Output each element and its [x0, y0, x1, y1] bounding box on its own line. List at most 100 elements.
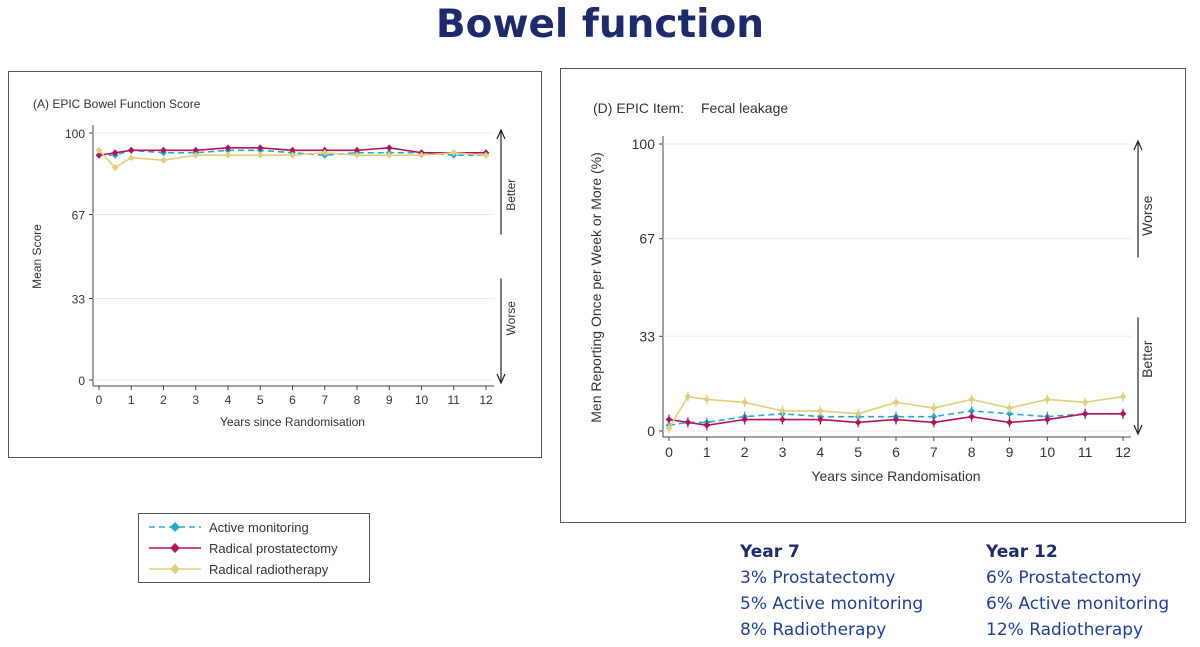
x-tick-label: 3 — [779, 444, 787, 460]
data-point — [892, 416, 900, 423]
chart-legend: Active monitoring Radical prostatectomy … — [138, 513, 370, 583]
x-tick-label: 6 — [289, 393, 296, 407]
data-point — [703, 421, 711, 429]
summary-heading: Year 7 — [740, 542, 800, 562]
y-tick-label: 67 — [72, 209, 86, 223]
data-point — [968, 407, 976, 415]
x-tick-label: 1 — [703, 444, 711, 460]
slide-title: Bowel function — [435, 2, 765, 47]
annotation-up: Better — [504, 179, 518, 211]
x-tick-label: 0 — [665, 444, 673, 460]
x-tick-label: 2 — [741, 444, 749, 460]
data-point — [127, 146, 135, 154]
data-point — [353, 151, 361, 159]
y-tick-label: 100 — [632, 136, 656, 152]
data-point — [1081, 398, 1089, 406]
data-point — [111, 149, 119, 157]
chart-panel-d: (D) EPIC Item: Fecal leakage 0 33 67 100 0 1 2 3 4… — [560, 68, 1186, 523]
data-point — [1006, 418, 1013, 426]
series-line-active-monitoring — [668, 410, 1123, 427]
x-tick-label: 11 — [448, 393, 461, 407]
data-point — [665, 424, 673, 432]
chart-title: (D) EPIC Item: — [593, 100, 684, 116]
data-point — [1119, 393, 1127, 400]
summary-line: 5% Active monitoring — [740, 594, 924, 614]
data-point — [482, 151, 490, 159]
legend-swatch-active-monitoring — [149, 521, 201, 532]
x-tick-label: 8 — [968, 444, 976, 460]
data-point — [111, 164, 119, 171]
data-point — [289, 151, 296, 159]
legend-item-active-monitoring: Active monitoring — [147, 518, 309, 538]
data-point — [160, 156, 167, 164]
x-tick-label: 9 — [386, 393, 393, 407]
x-tick-label: 1 — [128, 393, 135, 407]
x-tick-label: 10 — [415, 393, 429, 407]
data-point — [256, 151, 264, 159]
summary-line: 12% Radiotherapy — [986, 620, 1144, 640]
x-tick-label: 11 — [1078, 444, 1093, 460]
data-point — [418, 151, 425, 159]
x-tick-label: 4 — [225, 393, 232, 407]
summary-year-7: Year 7 3% Prostatectomy 5% Active monito… — [740, 539, 923, 643]
summary-line: 6% Prostatectomy — [986, 568, 1142, 588]
y-axis-label: Mean Score — [30, 224, 44, 289]
data-point — [779, 407, 786, 415]
summary-heading: Year 12 — [986, 542, 1058, 562]
data-point — [385, 151, 393, 159]
data-point — [892, 398, 900, 406]
legend-swatch-radical-radiotherapy — [149, 563, 201, 574]
y-tick-label: 67 — [639, 231, 655, 247]
x-tick-label: 5 — [257, 393, 264, 407]
data-point — [703, 396, 711, 403]
down-arrow-head — [496, 373, 506, 385]
data-point — [192, 146, 200, 154]
series-line-radical-radiotherapy — [668, 395, 1124, 429]
y-tick-label: 0 — [647, 423, 655, 439]
up-arrow-head — [1133, 139, 1143, 151]
data-point — [930, 413, 938, 421]
data-point — [1119, 410, 1127, 418]
data-point — [385, 144, 393, 152]
annotation-down: Worse — [504, 301, 518, 336]
data-point — [854, 418, 862, 426]
x-tick-label: 12 — [1115, 444, 1131, 460]
data-point — [665, 416, 673, 423]
legend-label: Radical radiotherapy — [209, 562, 329, 577]
data-point — [224, 144, 232, 152]
series-line-radical-prostatectomy — [668, 412, 1123, 427]
x-tick-label: 7 — [321, 393, 328, 407]
series-line-radical-prostatectomy — [98, 147, 486, 157]
data-point — [321, 149, 329, 157]
legend-item-radical-radiotherapy: Radical radiotherapy — [147, 560, 328, 580]
data-point — [779, 416, 786, 423]
data-point — [930, 404, 938, 412]
data-point — [256, 144, 264, 152]
summary-line: 6% Active monitoring — [986, 594, 1170, 614]
y-axis-label: Men Reporting Once per Week or More (%) — [588, 152, 604, 423]
x-axis-label: Years since Randomisation — [811, 468, 980, 484]
data-point — [741, 398, 749, 406]
legend-label: Radical prostatectomy — [209, 541, 338, 556]
x-tick-label: 3 — [192, 393, 199, 407]
chart-title: (A) EPIC Bowel Function Score — [33, 97, 201, 111]
data-point — [224, 151, 232, 159]
annotation-down: Better — [1139, 340, 1155, 378]
x-tick-label: 0 — [96, 393, 103, 407]
data-point — [1043, 396, 1051, 403]
data-point — [968, 413, 976, 421]
y-tick-label: 33 — [639, 328, 655, 344]
x-tick-label: 9 — [1006, 444, 1014, 460]
data-point — [192, 151, 200, 159]
x-tick-label: 5 — [854, 444, 862, 460]
summary-year-12: Year 12 6% Prostatectomy 6% Active monit… — [986, 539, 1169, 643]
data-point — [854, 410, 862, 418]
x-tick-label: 10 — [1040, 444, 1056, 460]
y-tick-label: 0 — [78, 374, 85, 388]
series-line-radical-radiotherapy — [98, 149, 487, 169]
data-point — [160, 146, 167, 154]
data-point — [930, 418, 938, 426]
x-axis-label: Years since Randomisation — [220, 415, 365, 429]
data-point — [95, 146, 103, 154]
